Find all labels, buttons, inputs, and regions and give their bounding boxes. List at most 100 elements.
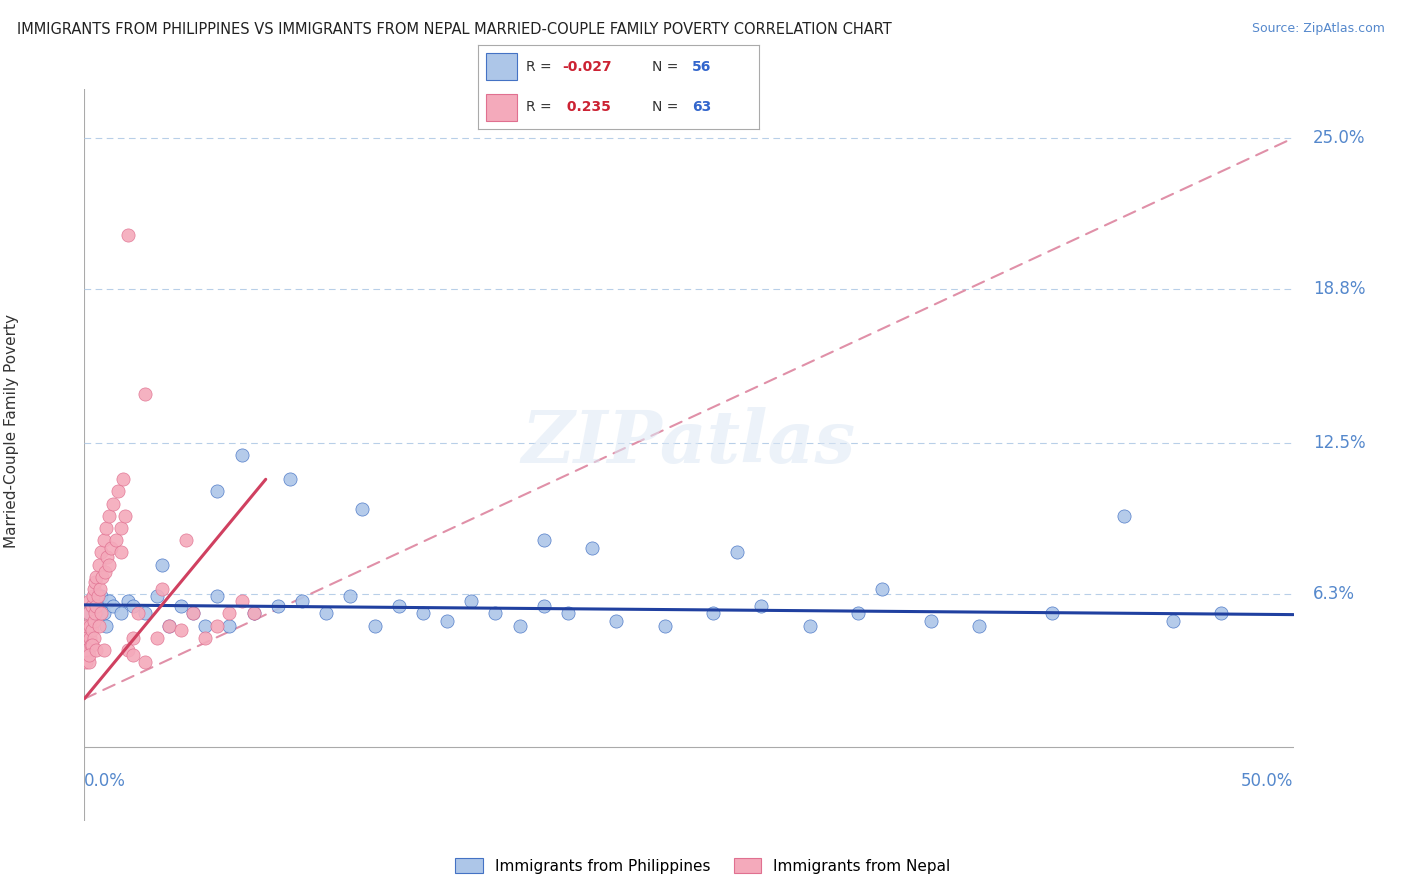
Point (134, 655, 156, 669)
Point (150, 582, 173, 596)
Point (96, 550, 118, 565)
Point (605, 614, 627, 628)
Point (181, 607, 204, 621)
Point (920, 614, 942, 628)
Point (557, 607, 579, 621)
Point (121, 599, 143, 613)
Text: 0.235: 0.235 (562, 100, 612, 114)
Point (436, 614, 458, 628)
Point (581, 541, 603, 555)
Point (83, 582, 105, 596)
Point (231, 448, 253, 462)
Point (121, 631, 143, 645)
Point (86, 570, 108, 584)
Point (77, 607, 100, 621)
Point (86, 590, 108, 604)
Point (846, 607, 869, 621)
Point (79, 631, 101, 645)
Point (97, 508, 120, 523)
Point (110, 545, 132, 559)
Point (412, 607, 434, 621)
Point (90, 590, 112, 604)
Text: 50.0%: 50.0% (1241, 772, 1294, 790)
Point (146, 631, 169, 645)
Point (157, 618, 180, 632)
Point (83, 594, 105, 608)
Point (218, 618, 240, 632)
Point (533, 599, 555, 613)
Point (84, 574, 107, 589)
Point (117, 594, 139, 608)
Point (117, 228, 139, 243)
Point (83, 614, 105, 628)
Point (231, 594, 253, 608)
Point (97, 594, 120, 608)
Point (291, 594, 314, 608)
Point (110, 607, 132, 621)
Text: N =: N = (652, 100, 683, 114)
Text: 0.0%: 0.0% (84, 772, 127, 790)
Point (207, 590, 229, 604)
Point (872, 582, 894, 596)
Point (75, 631, 97, 645)
Point (89, 582, 111, 596)
Legend: Immigrants from Philippines, Immigrants from Nepal: Immigrants from Philippines, Immigrants … (450, 852, 956, 880)
Point (194, 631, 217, 645)
Point (86, 643, 108, 657)
Point (352, 501, 374, 516)
Text: R =: R = (526, 60, 555, 74)
Point (242, 607, 264, 621)
Point (751, 599, 773, 613)
Point (79, 618, 101, 632)
Point (170, 624, 193, 638)
Point (363, 618, 385, 632)
Point (93, 607, 115, 621)
Point (77, 594, 100, 608)
Point (654, 618, 676, 632)
Point (218, 607, 240, 621)
Point (181, 607, 204, 621)
Point (103, 497, 125, 511)
Point (77, 648, 100, 662)
Point (533, 533, 555, 548)
Text: 6.3%: 6.3% (1313, 585, 1355, 603)
Text: IMMIGRANTS FROM PHILIPPINES VS IMMIGRANTS FROM NEPAL MARRIED-COUPLE FAMILY POVER: IMMIGRANTS FROM PHILIPPINES VS IMMIGRANT… (17, 22, 891, 37)
Point (90, 607, 112, 621)
Point (127, 607, 149, 621)
Point (509, 618, 531, 632)
Point (388, 599, 411, 613)
Point (121, 648, 143, 662)
Text: Married-Couple Family Poverty: Married-Couple Family Poverty (4, 314, 20, 548)
Text: 25.0%: 25.0% (1313, 129, 1365, 147)
Point (117, 643, 139, 657)
Point (93, 643, 115, 657)
Point (94, 618, 117, 632)
Point (112, 472, 135, 486)
Point (207, 484, 229, 499)
Point (104, 533, 127, 548)
Point (91, 570, 114, 584)
Point (87, 599, 110, 613)
Point (87, 558, 110, 572)
Point (83, 631, 105, 645)
Point (107, 484, 129, 499)
Bar (486, 54, 517, 80)
Point (194, 618, 217, 632)
Point (100, 541, 122, 555)
Point (103, 599, 125, 613)
Text: R =: R = (526, 100, 555, 114)
Text: Source: ZipAtlas.com: Source: ZipAtlas.com (1251, 22, 1385, 36)
Point (150, 558, 173, 572)
Point (114, 508, 136, 523)
Point (725, 545, 748, 559)
Point (80, 599, 103, 613)
Point (460, 594, 482, 608)
Point (1209, 607, 1232, 621)
Point (82, 624, 104, 638)
Point (170, 599, 193, 613)
Point (1040, 607, 1063, 621)
Point (80, 599, 103, 613)
Text: N =: N = (652, 60, 683, 74)
Point (484, 607, 506, 621)
Point (146, 590, 169, 604)
